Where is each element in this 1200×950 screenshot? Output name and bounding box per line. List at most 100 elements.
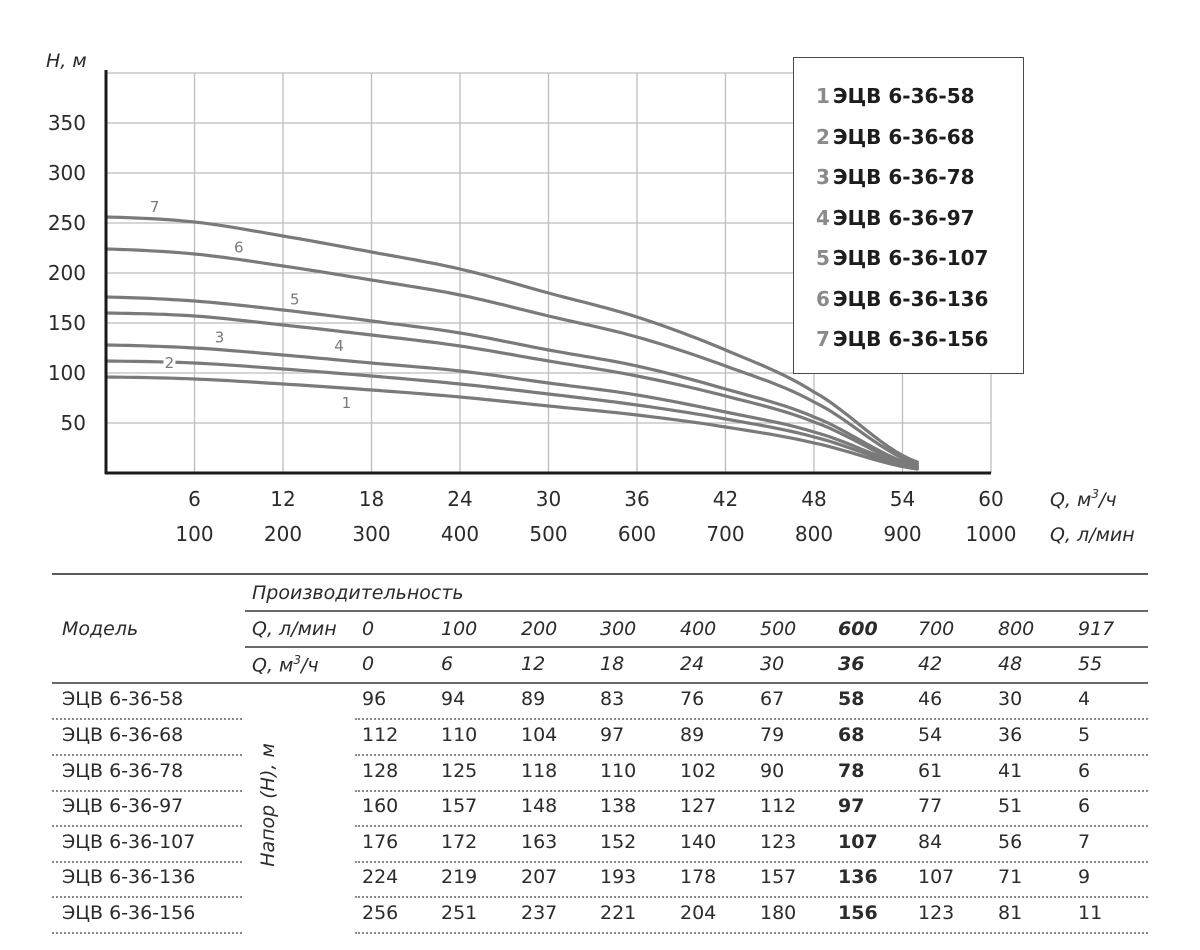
row-value: 83 <box>600 688 625 710</box>
row-value: 56 <box>998 831 1023 853</box>
row-divider-left <box>52 754 242 756</box>
row-value: 163 <box>521 831 558 853</box>
row-value: 84 <box>918 831 943 853</box>
row-value: 58 <box>838 688 865 710</box>
legend-label: ЭЦВ 6-36-136 <box>832 286 989 311</box>
row-divider-right <box>355 754 1148 756</box>
q-m3h-value: 42 <box>918 653 943 675</box>
q-m3h-value: 48 <box>998 653 1023 675</box>
q-m3h-value: 36 <box>838 653 865 675</box>
x-tick-label-m3h: 42 <box>713 487 738 511</box>
row-model: ЭЦВ 6-36-136 <box>62 866 196 888</box>
legend-item: 2 ЭЦВ 6-36-68 <box>816 119 1023 160</box>
q-m3h-value: 0 <box>362 653 375 675</box>
row-value: 123 <box>918 902 955 924</box>
row-value: 94 <box>441 688 466 710</box>
row-value: 76 <box>680 688 705 710</box>
row-value: 110 <box>600 760 637 782</box>
x-tick-label-lmin: 700 <box>706 522 744 546</box>
row-value: 160 <box>362 795 399 817</box>
row-value: 118 <box>521 760 558 782</box>
q-lmin-value: 200 <box>521 618 558 640</box>
x-tick-label-m3h: 24 <box>447 487 472 511</box>
legend-item: 3 ЭЦВ 6-36-78 <box>816 159 1023 200</box>
row-divider-right <box>355 718 1148 720</box>
q-lmin-label: Q, л/мин <box>252 618 337 640</box>
row-value: 125 <box>441 760 478 782</box>
q-lmin-value: 100 <box>441 618 478 640</box>
q-lmin-value: 400 <box>680 618 717 640</box>
legend-number: 1 <box>816 84 830 108</box>
y-tick-label: 100 <box>48 361 86 385</box>
curve-label-7: 7 <box>150 198 160 216</box>
row-value: 148 <box>521 795 558 817</box>
row-value: 68 <box>838 724 865 746</box>
row-value: 107 <box>838 831 878 853</box>
row-value: 112 <box>362 724 399 746</box>
row-value: 251 <box>441 902 478 924</box>
curve-3 <box>104 343 919 469</box>
row-value: 30 <box>998 688 1023 710</box>
q-lmin-value: 0 <box>362 618 375 640</box>
row-divider-right <box>355 861 1148 863</box>
row-value: 110 <box>441 724 478 746</box>
q-lmin-value: 800 <box>998 618 1035 640</box>
x-tick-label-m3h: 48 <box>801 487 826 511</box>
row-value: 9 <box>1078 866 1091 888</box>
row-value: 89 <box>680 724 705 746</box>
row-value: 123 <box>760 831 797 853</box>
q-lmin-value: 300 <box>600 618 637 640</box>
q-lmin-value: 500 <box>760 618 797 640</box>
row-value: 136 <box>838 866 878 888</box>
curve-label-4: 4 <box>334 337 344 355</box>
y-tick-label: 250 <box>48 211 86 235</box>
row-value: 36 <box>998 724 1023 746</box>
q-m3h-value: 55 <box>1078 653 1103 675</box>
x-tick-label-lmin: 900 <box>883 522 921 546</box>
x-tick-label-m3h: 36 <box>624 487 649 511</box>
x-tick-label-lmin: 300 <box>352 522 390 546</box>
row-value: 5 <box>1078 724 1091 746</box>
x-tick-label-m3h: 12 <box>270 487 295 511</box>
x-tick-label-lmin: 1000 <box>966 522 1017 546</box>
row-value: 156 <box>838 902 878 924</box>
q-m3h-value: 18 <box>600 653 625 675</box>
row-value: 256 <box>362 902 399 924</box>
row-value: 11 <box>1078 902 1103 924</box>
curve-label-1: 1 <box>342 394 352 412</box>
table-top-rule <box>52 573 1148 575</box>
row-divider-left <box>52 825 242 827</box>
row-value: 51 <box>998 795 1023 817</box>
legend-number: 7 <box>816 327 830 351</box>
row-value: 140 <box>680 831 717 853</box>
legend-number: 3 <box>816 165 830 189</box>
row-model: ЭЦВ 6-36-107 <box>62 831 196 853</box>
x-tick-label-lmin: 500 <box>529 522 567 546</box>
y-tick-label: 50 <box>61 411 86 435</box>
legend-label: ЭЦВ 6-36-58 <box>832 84 975 108</box>
row-value: 41 <box>998 760 1023 782</box>
row-value: 54 <box>918 724 943 746</box>
row-model: ЭЦВ 6-36-68 <box>62 724 184 746</box>
x-tick-label-m3h: 6 <box>188 487 201 511</box>
row-value: 138 <box>600 795 637 817</box>
row-value: 224 <box>362 866 399 888</box>
x-tick-label-lmin: 800 <box>795 522 833 546</box>
row-value: 6 <box>1078 760 1091 782</box>
row-value: 81 <box>998 902 1023 924</box>
row-value: 127 <box>680 795 717 817</box>
curve-7 <box>104 215 919 464</box>
chart-legend: 1 ЭЦВ 6-36-58 2 ЭЦВ 6-36-68 3 ЭЦВ 6-36-78 4 ЭЦВ… <box>793 57 1024 374</box>
q-lmin-value: 917 <box>1078 618 1115 640</box>
row-value: 90 <box>760 760 785 782</box>
row-value: 219 <box>441 866 478 888</box>
performance-header: Производительность <box>252 582 464 604</box>
legend-item: 4 ЭЦВ 6-36-97 <box>816 200 1023 241</box>
q-lmin-value: 600 <box>838 618 878 640</box>
row-value: 46 <box>918 688 943 710</box>
legend-label: ЭЦВ 6-36-107 <box>832 246 989 270</box>
head-label-vertical: Напор (Н), м <box>257 743 279 867</box>
x-axis-title-lmin: Q, л/мин <box>1050 524 1135 546</box>
y-tick-label: 300 <box>48 161 86 185</box>
y-tick-label: 150 <box>48 311 86 335</box>
